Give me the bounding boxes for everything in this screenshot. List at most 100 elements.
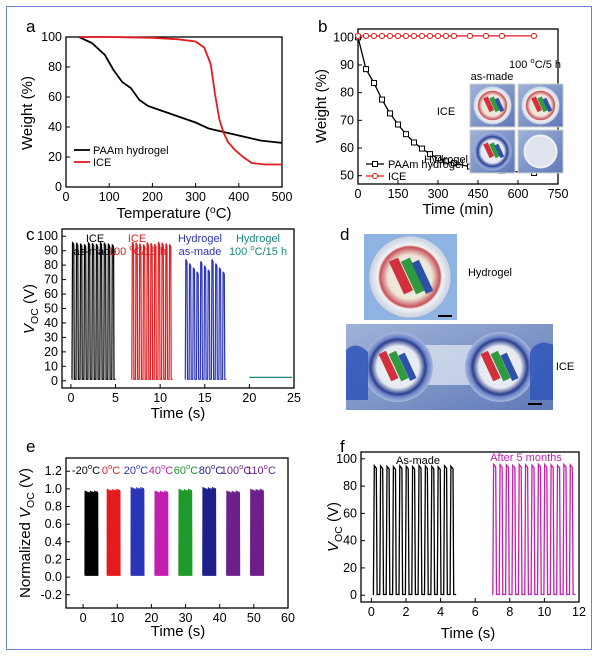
data-point bbox=[410, 32, 418, 40]
x-tick-label: 15 bbox=[198, 391, 212, 405]
legend-marker bbox=[372, 161, 378, 167]
x-tick-label: 500 bbox=[272, 190, 293, 204]
inset-col-label: 100 oC/5 h bbox=[509, 56, 561, 71]
y-tick-label: 80 bbox=[48, 60, 62, 74]
panel-b: b 0 150 300 450 600 750 50 60 70 80 90 100 Time (min)… bbox=[313, 17, 568, 218]
x-tick-label: 5 bbox=[112, 391, 119, 405]
data-point bbox=[411, 139, 417, 146]
y-tick-label: 60 bbox=[48, 90, 62, 104]
data-point bbox=[378, 32, 386, 40]
temperature-label: 40oC bbox=[149, 462, 174, 477]
x-tick-label: 0 bbox=[67, 391, 74, 405]
data-point bbox=[362, 32, 370, 40]
y-tick-label: 0 bbox=[55, 180, 62, 194]
y-tick-label: 20 bbox=[44, 345, 58, 359]
signal-trace bbox=[154, 490, 169, 576]
data-point bbox=[426, 32, 434, 40]
y-tick-label: 0.0 bbox=[45, 570, 62, 584]
x-axis-label: Temperature (oC) bbox=[116, 204, 231, 222]
panel-label-b: b bbox=[318, 17, 327, 36]
data-point bbox=[450, 32, 458, 40]
y-tick-label: 90 bbox=[340, 58, 354, 72]
x-tick-label: 750 bbox=[548, 187, 569, 201]
data-point bbox=[418, 32, 426, 40]
series-line bbox=[78, 36, 283, 144]
x-tick-label: 25 bbox=[287, 391, 301, 405]
photo-logo bbox=[480, 350, 501, 382]
x-tick-label: 60 bbox=[281, 611, 295, 625]
photo-logo bbox=[398, 352, 417, 381]
inset-col-label: as-made bbox=[471, 71, 514, 83]
y-tick-label: 100 bbox=[333, 30, 354, 44]
y-tick-label: 60 bbox=[343, 506, 357, 520]
panel-a: a0 100 200 300 400 500020406080100Temperature… bbox=[19, 17, 292, 222]
x-tick-label: 6 bbox=[472, 605, 479, 619]
data-point bbox=[371, 79, 377, 86]
data-point bbox=[394, 32, 402, 40]
panel-label-e: e bbox=[26, 437, 35, 456]
temperature-label: -20oC bbox=[72, 462, 100, 477]
x-tick-label: 2 bbox=[403, 605, 410, 619]
signal-trace bbox=[131, 241, 173, 380]
photo-caption: Hydrogel bbox=[468, 267, 512, 279]
panel-d: d Hydrogel ICE bbox=[340, 225, 574, 410]
plot-frame bbox=[360, 451, 580, 603]
y-tick-label: 80 bbox=[343, 479, 357, 493]
signal-trace bbox=[492, 462, 576, 596]
data-point bbox=[387, 110, 393, 117]
data-point bbox=[498, 32, 506, 40]
x-tick-label: 300 bbox=[428, 187, 449, 201]
x-tick-label: 0 bbox=[63, 190, 70, 204]
group-label: ICE bbox=[86, 233, 104, 245]
group-sublabel: 100 oC/15 h bbox=[229, 243, 287, 258]
temperature-label: 0oC bbox=[102, 462, 120, 477]
plot-frame bbox=[65, 36, 283, 188]
inset-photo-disc bbox=[523, 134, 558, 169]
inset-photo-logo bbox=[531, 96, 543, 113]
signal-trace bbox=[71, 241, 116, 380]
group-sublabel: 100 oC/15 h bbox=[108, 243, 166, 258]
data-point bbox=[530, 32, 538, 40]
panel-e: e 0 10 20 30 40 50 60 -0.2 0.0 0.2 0.4 0.6 0.8 1.0 1.2-… bbox=[17, 437, 295, 640]
y-tick-label: 100 bbox=[336, 452, 357, 466]
y-tick-label: 0.2 bbox=[45, 552, 62, 566]
data-point bbox=[363, 66, 369, 73]
legend-marker bbox=[372, 173, 378, 179]
y-tick-label: 40 bbox=[343, 534, 357, 548]
y-tick-label: 60 bbox=[44, 287, 58, 301]
y-axis-label: Normalized VOC (V) bbox=[17, 468, 37, 598]
legend-label: ICE bbox=[388, 171, 406, 183]
signal-trace bbox=[106, 488, 121, 576]
inset-photo-logo bbox=[542, 97, 553, 113]
x-tick-label: 100 bbox=[99, 190, 120, 204]
y-axis-label: VOC (V) bbox=[325, 502, 345, 552]
figure-border bbox=[6, 6, 592, 650]
signal-trace bbox=[178, 488, 193, 576]
plot-frame bbox=[65, 457, 289, 609]
x-tick-label: 10 bbox=[110, 611, 124, 625]
panel-label-d: d bbox=[340, 225, 349, 244]
inset-photo-logo bbox=[494, 97, 505, 113]
data-point bbox=[435, 155, 441, 162]
x-axis-label: Time (s) bbox=[151, 405, 205, 422]
inset-photo-logo bbox=[489, 142, 501, 159]
x-axis-label: Time (s) bbox=[151, 623, 205, 640]
data-point bbox=[427, 151, 433, 158]
x-tick-label: 30 bbox=[179, 611, 193, 625]
x-tick-label: 0 bbox=[355, 187, 362, 201]
y-tick-label: 30 bbox=[44, 330, 58, 344]
y-tick-label: 60 bbox=[340, 141, 354, 155]
x-tick-label: 450 bbox=[468, 187, 489, 201]
inset-row-label: Hydrogel bbox=[424, 154, 468, 166]
temperature-label: 100oC bbox=[221, 462, 252, 477]
signal-trace bbox=[372, 463, 457, 596]
y-tick-label: 20 bbox=[343, 561, 357, 575]
photo-logo bbox=[388, 350, 409, 382]
y-tick-label: 40 bbox=[48, 120, 62, 134]
y-tick-label: 0.6 bbox=[45, 517, 62, 531]
x-tick-label: 8 bbox=[506, 605, 513, 619]
inset-photo-logo bbox=[489, 96, 501, 113]
inset-photo-logo bbox=[483, 142, 495, 159]
